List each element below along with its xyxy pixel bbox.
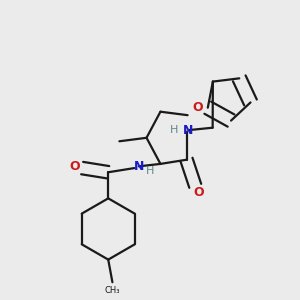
Text: H: H [170, 125, 178, 135]
Text: O: O [194, 186, 204, 199]
Text: CH₃: CH₃ [105, 286, 120, 296]
Text: H: H [146, 166, 154, 176]
Text: O: O [193, 101, 203, 114]
Text: N: N [134, 160, 144, 173]
Text: O: O [69, 160, 80, 173]
Text: N: N [183, 124, 194, 136]
